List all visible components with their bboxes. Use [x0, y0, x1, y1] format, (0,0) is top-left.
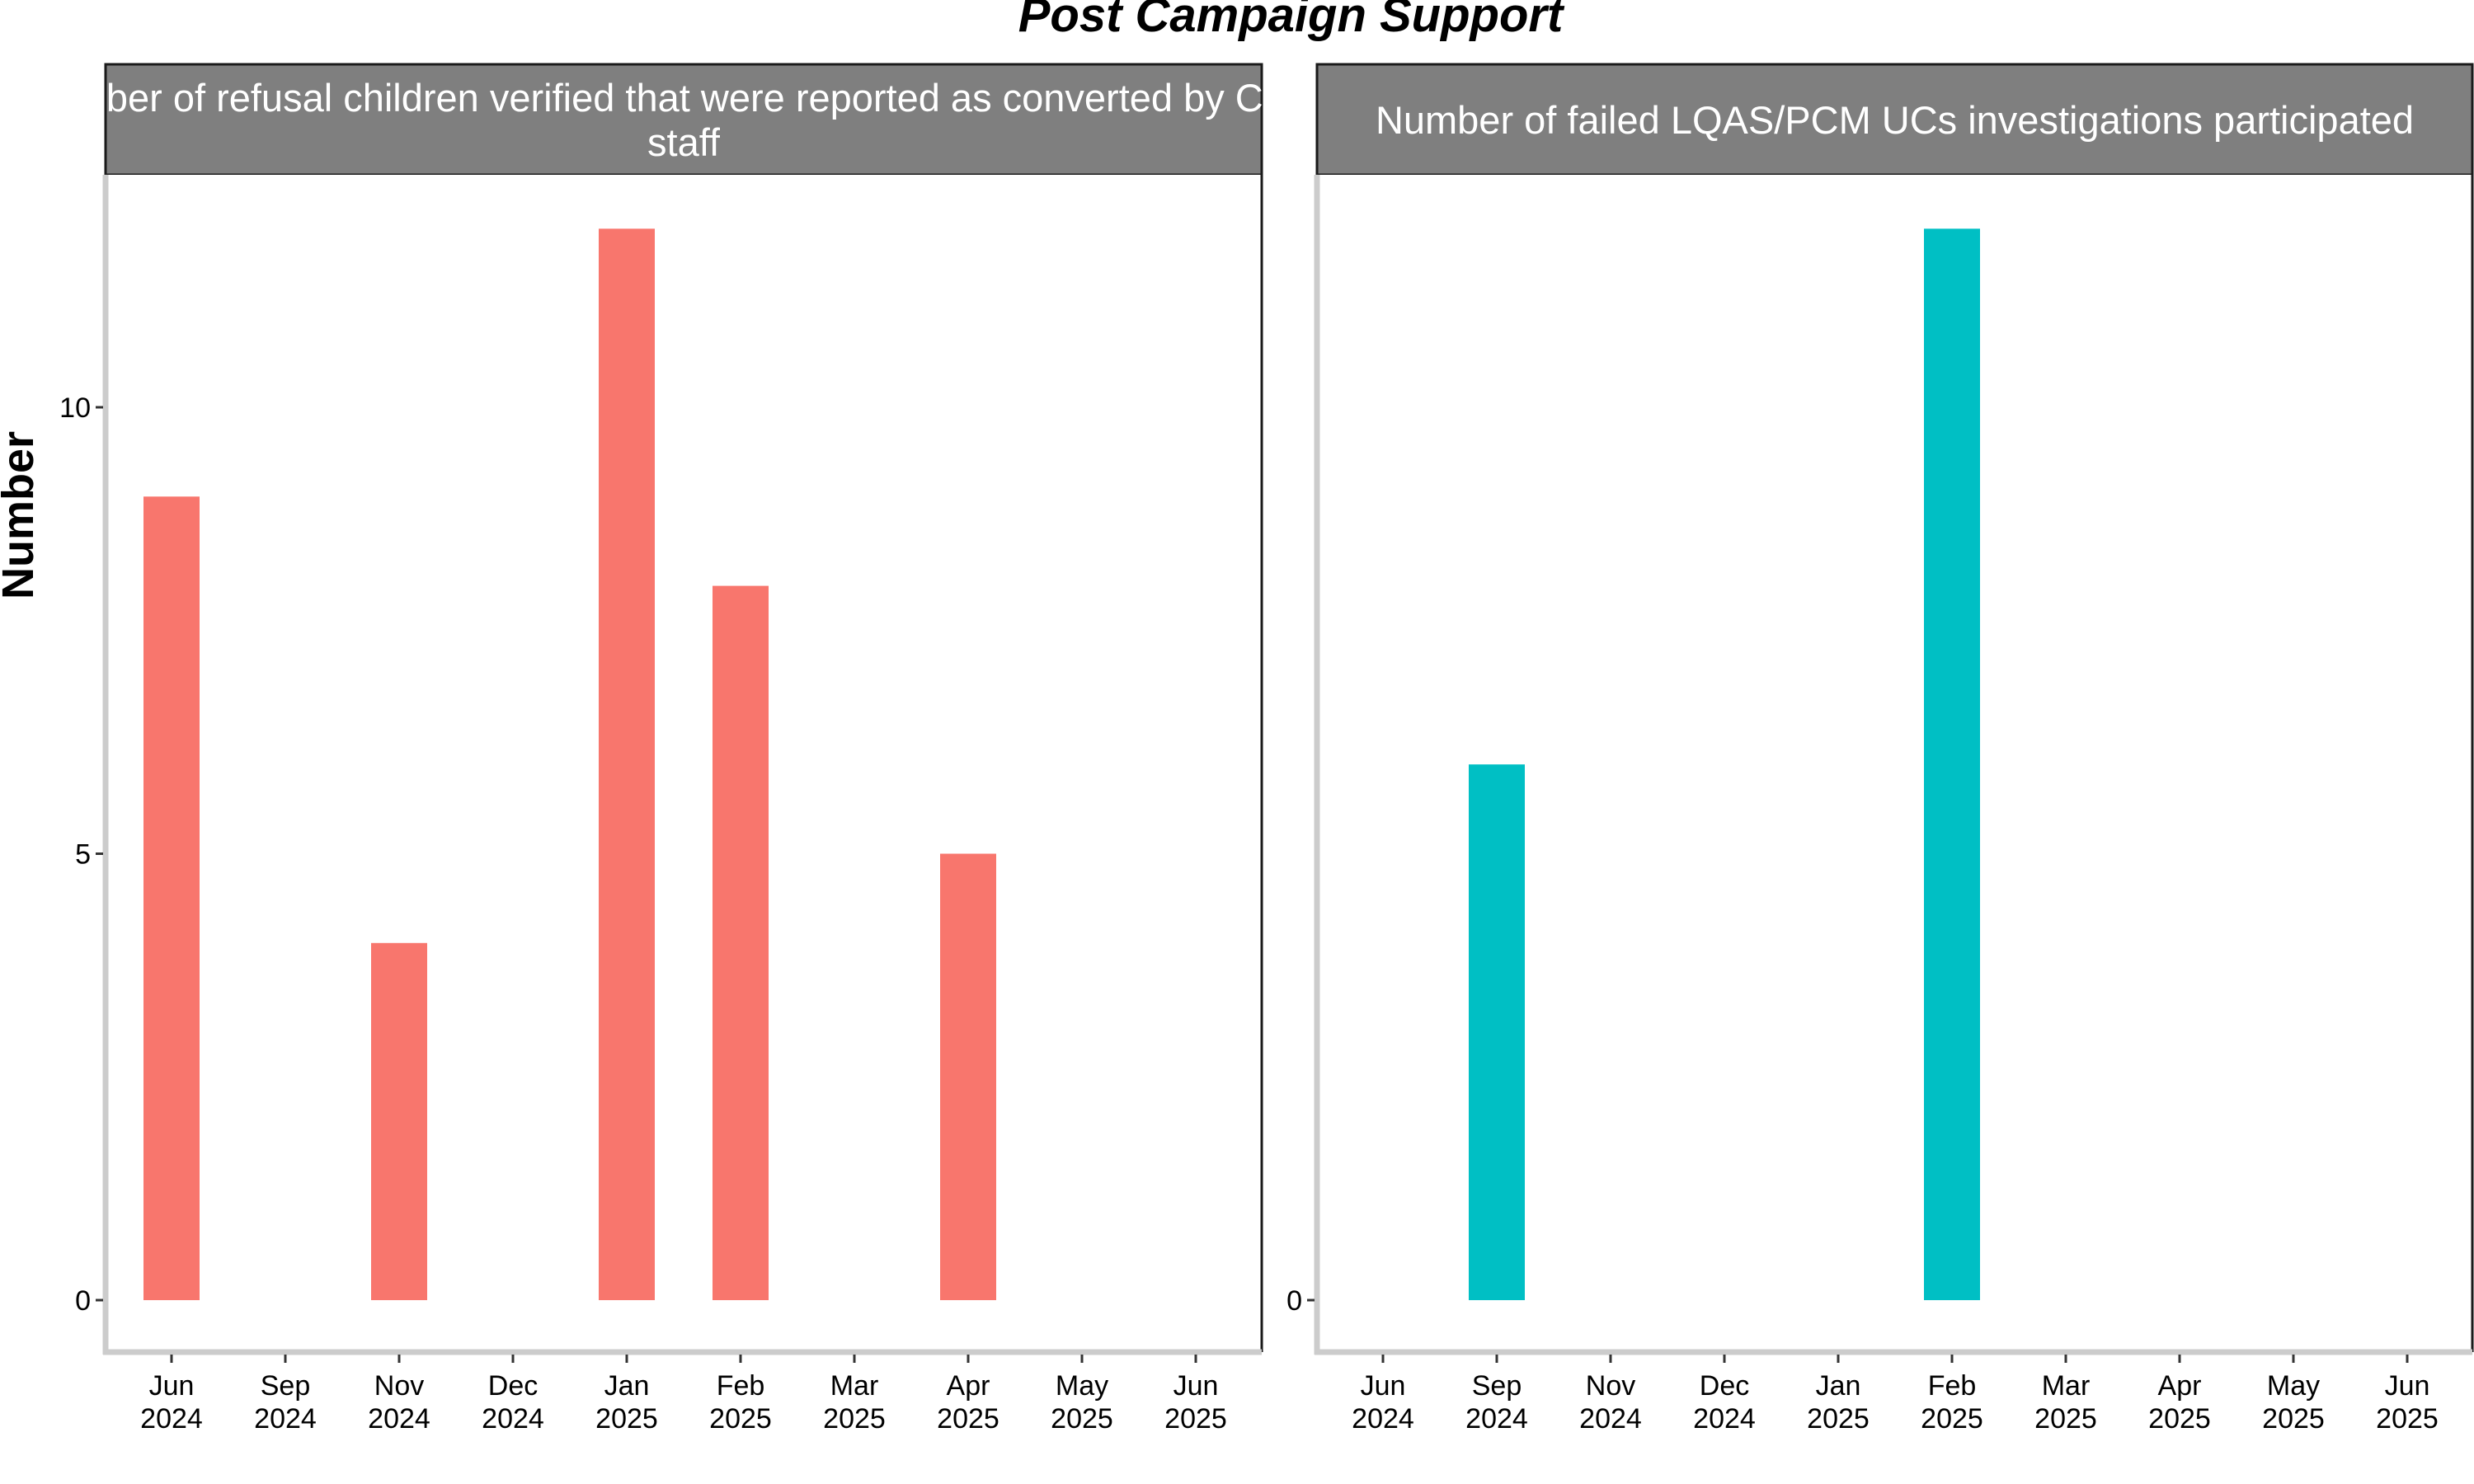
x-tick-label-month: Dec [1700, 1370, 1749, 1402]
x-tick-label-month: Feb [1928, 1370, 1977, 1402]
x-tick-label-month: Jun [149, 1370, 195, 1402]
x-tick-label-month: May [2267, 1370, 2320, 1402]
bar-apr-2025 [940, 853, 996, 1300]
bar-jan-2025 [599, 228, 655, 1300]
chart-title: Post Campaign Support [1018, 0, 1565, 42]
facet-strip-title: Number of failed LQAS/PCM UCs investigat… [1376, 98, 2414, 142]
x-tick-label-year: 2025 [2262, 1403, 2325, 1435]
facet-strip-text-group: Number of failed LQAS/PCM UCs investigat… [1376, 98, 2414, 142]
facet-strip-text-group: Number of refusal children verified that… [25, 76, 1343, 164]
x-tick-label-month: Jun [1174, 1370, 1219, 1402]
y-tick-label: 0 [1286, 1285, 1302, 1317]
y-tick-label: 5 [75, 839, 91, 871]
x-tick-label-year: 2025 [709, 1403, 772, 1435]
facet-strip-title-line: staff [647, 120, 721, 164]
x-tick-label-year: 2024 [1693, 1403, 1756, 1435]
bar-nov-2024 [371, 942, 427, 1300]
x-tick-label-year: 2024 [1465, 1403, 1528, 1435]
x-tick-label-month: Feb [717, 1370, 765, 1402]
facet-strip-title-line: Number of refusal children verified that… [25, 76, 1343, 120]
facet-panel-2: Number of failed LQAS/PCM UCs investigat… [1286, 63, 2474, 1435]
facet-panels: Number of refusal children verified that… [25, 63, 2474, 1435]
x-tick-label-year: 2024 [1352, 1403, 1414, 1435]
x-tick-label-year: 2025 [1807, 1403, 1870, 1435]
x-tick-label-year: 2025 [823, 1403, 886, 1435]
x-tick-label-year: 2024 [482, 1403, 544, 1435]
x-tick-label-year: 2024 [368, 1403, 430, 1435]
x-tick-label-month: Nov [1586, 1370, 1635, 1402]
facet-panel-1: Number of refusal children verified that… [25, 63, 1343, 1435]
y-tick-label: 10 [59, 392, 91, 424]
x-tick-label-month: Dec [488, 1370, 538, 1402]
x-tick-label-year: 2025 [2376, 1403, 2439, 1435]
x-tick-label-month: Sep [261, 1370, 311, 1402]
x-tick-label-year: 2024 [254, 1403, 317, 1435]
x-tick-label-month: Nov [374, 1370, 424, 1402]
x-tick-label-month: Apr [2158, 1370, 2202, 1402]
x-tick-label-month: Jun [1361, 1370, 1406, 1402]
y-axis-label: Number [0, 431, 43, 599]
bar-feb-2025 [1924, 228, 1980, 1300]
x-tick-label-month: Mar [2042, 1370, 2091, 1402]
x-tick-label-month: Apr [947, 1370, 990, 1402]
x-tick-label-year: 2025 [2034, 1403, 2097, 1435]
x-tick-label-month: Jan [604, 1370, 650, 1402]
x-tick-label-month: Sep [1472, 1370, 1522, 1402]
x-tick-label-year: 2024 [140, 1403, 203, 1435]
x-tick-label-year: 2025 [2148, 1403, 2211, 1435]
bar-sep-2024 [1469, 764, 1525, 1300]
y-tick-label: 0 [75, 1285, 91, 1317]
x-tick-label-year: 2025 [1921, 1403, 1983, 1435]
x-tick-label-month: Jun [2385, 1370, 2430, 1402]
x-tick-label-year: 2025 [1164, 1403, 1227, 1435]
x-tick-label-year: 2025 [595, 1403, 658, 1435]
facet-strip [104, 63, 1263, 176]
x-tick-label-month: May [1056, 1370, 1108, 1402]
bar-jun-2024 [143, 496, 200, 1300]
x-tick-label-year: 2025 [937, 1403, 999, 1435]
plot-background [106, 175, 1262, 1352]
x-tick-label-month: Jan [1816, 1370, 1861, 1402]
x-tick-label-year: 2025 [1051, 1403, 1113, 1435]
x-tick-label-month: Mar [830, 1370, 879, 1402]
x-tick-label-year: 2024 [1579, 1403, 1642, 1435]
bar-feb-2025 [713, 585, 769, 1300]
